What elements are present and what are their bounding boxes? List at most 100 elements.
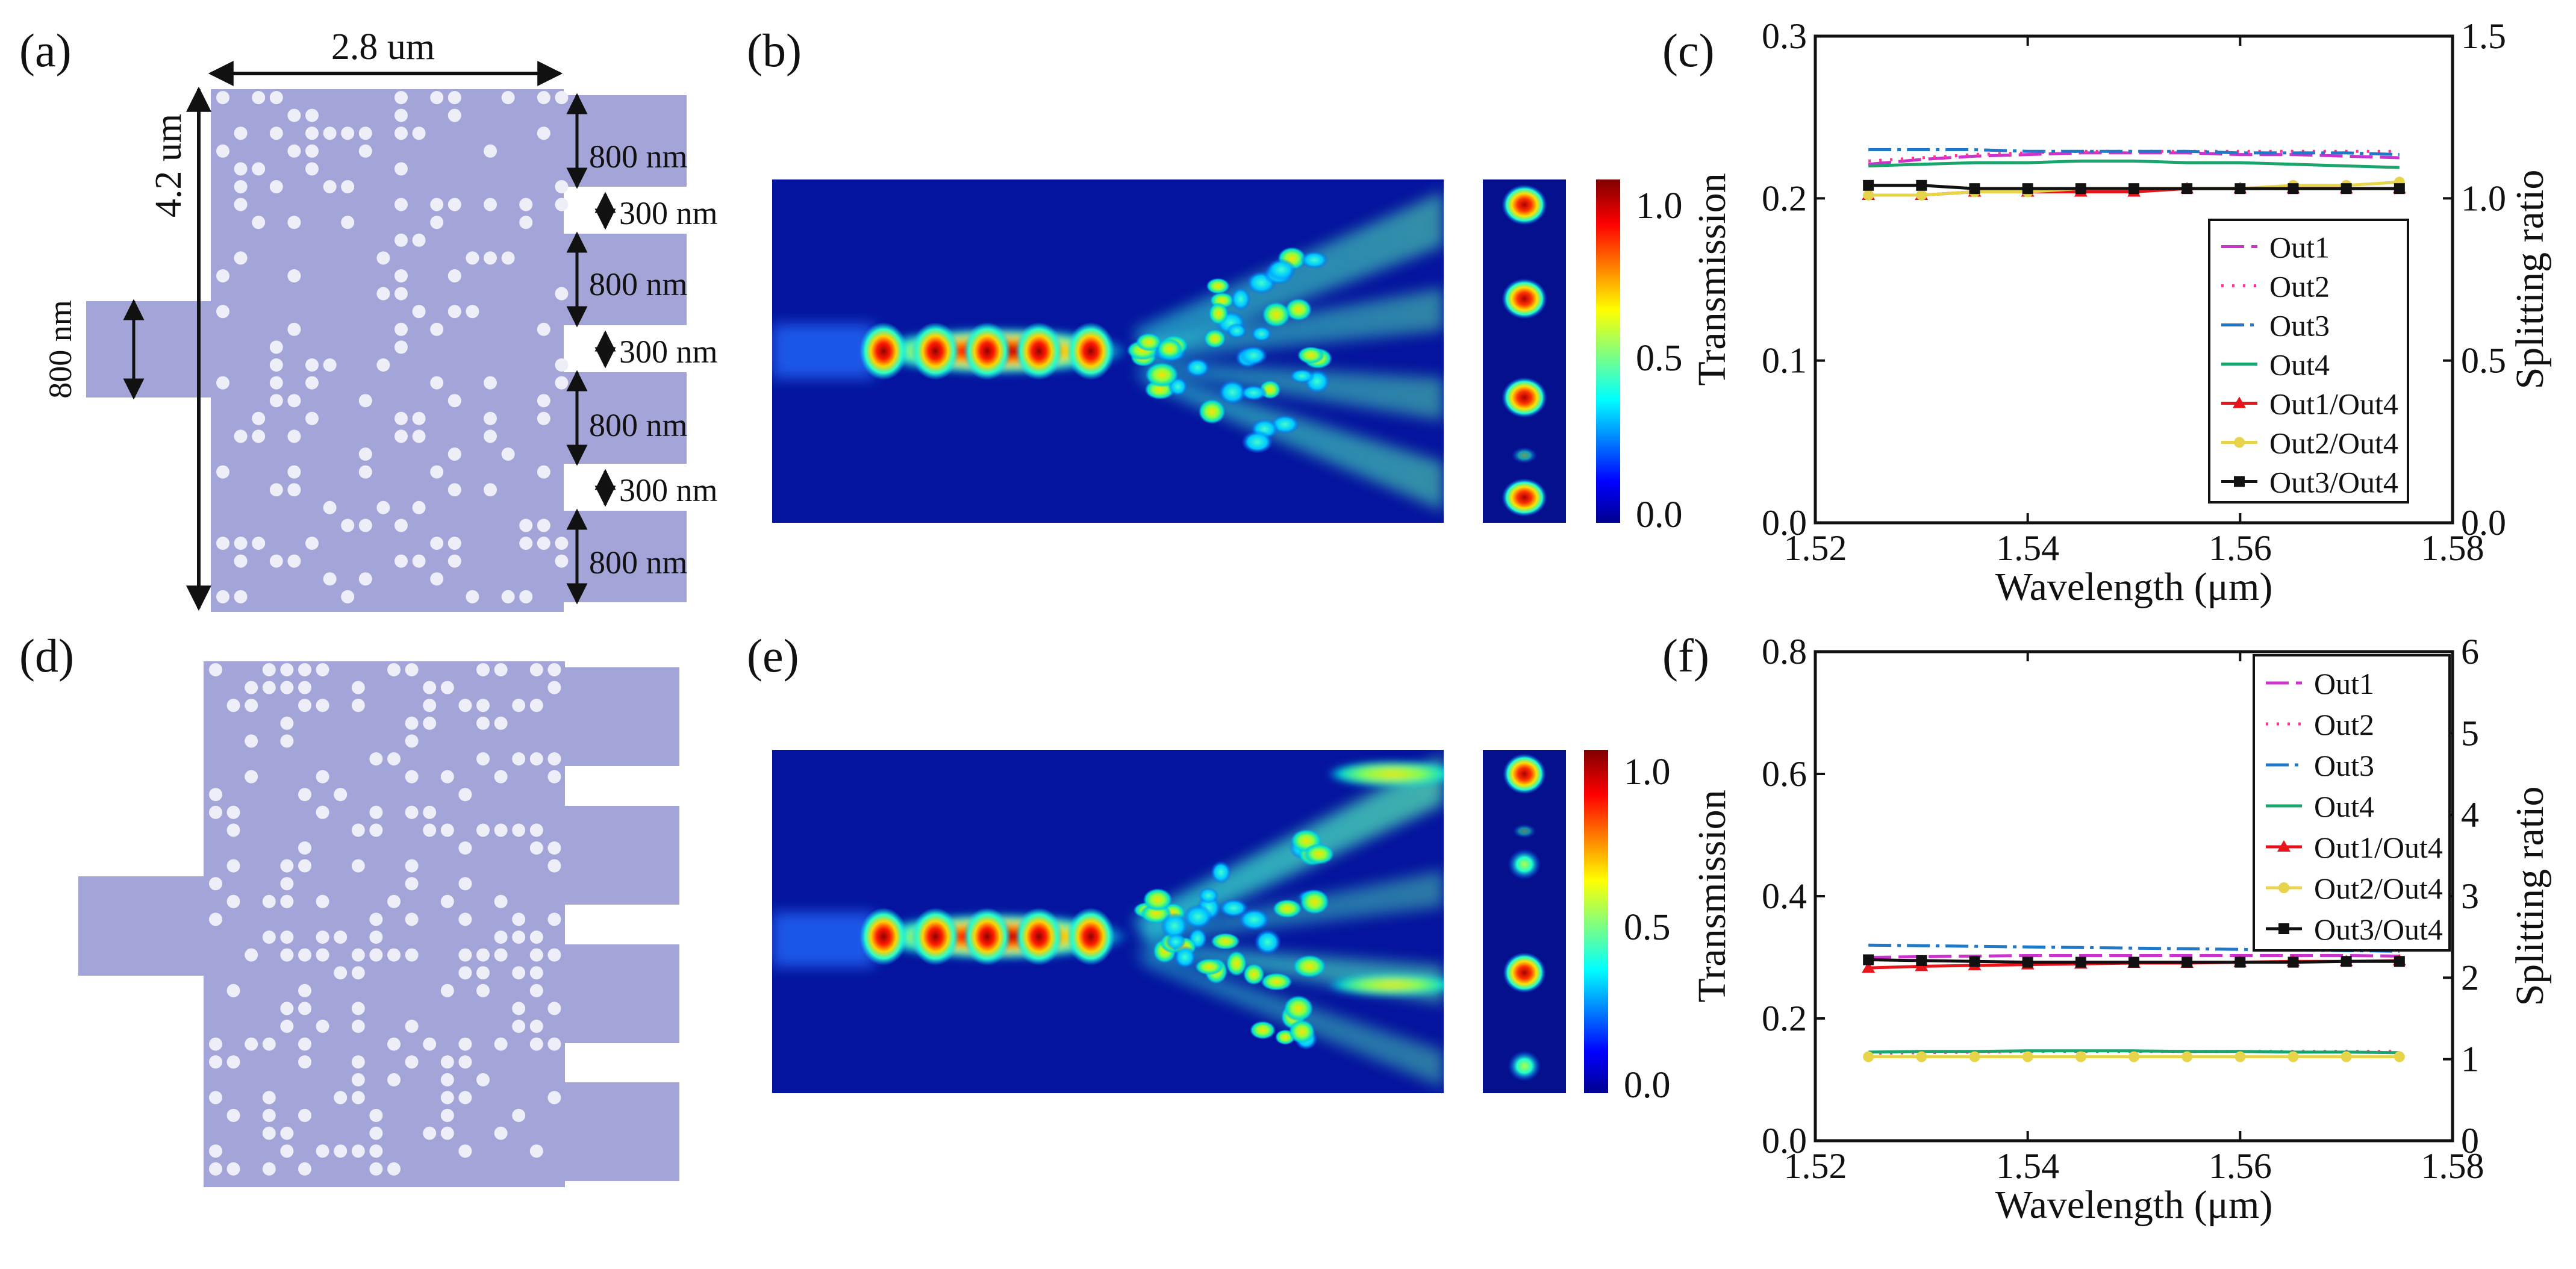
y2-tick-label: 0 — [2461, 1121, 2479, 1161]
etched-hole — [376, 500, 390, 514]
etched-hole — [334, 788, 348, 802]
colorbar-ticks-b: 1.0 0.5 0.0 — [1636, 186, 1683, 535]
etched-hole — [262, 1162, 276, 1176]
etched-hole — [405, 912, 419, 926]
field-speckle — [1183, 904, 1213, 929]
etched-hole — [448, 305, 461, 319]
field-lobe — [1067, 908, 1115, 965]
etched-hole — [280, 1126, 294, 1140]
etched-hole — [252, 91, 266, 104]
etched-hole — [298, 984, 311, 997]
x-tick-label: 1.58 — [2421, 1146, 2484, 1186]
etched-hole — [351, 699, 365, 712]
data-point-out3-out4 — [2341, 956, 2352, 967]
etched-hole — [280, 859, 294, 873]
etched-hole — [423, 823, 437, 837]
output-port-1 — [554, 667, 679, 766]
data-point-out2-out4 — [1863, 189, 1874, 201]
etched-hole — [555, 554, 569, 568]
svg-text:0.5: 0.5 — [1636, 338, 1683, 379]
etched-hole — [494, 716, 508, 730]
etched-hole — [387, 1162, 401, 1176]
etched-hole — [423, 716, 437, 730]
etched-hole — [512, 912, 526, 926]
etched-hole — [423, 699, 437, 712]
etched-hole — [234, 198, 248, 211]
etched-hole — [351, 1002, 365, 1015]
legend-marker — [2233, 396, 2246, 408]
etched-hole — [216, 144, 229, 158]
svg-text:300 nm: 300 nm — [619, 195, 718, 231]
etched-hole — [334, 966, 348, 980]
etched-hole — [555, 376, 569, 390]
field-speckle — [1238, 908, 1270, 931]
etched-hole — [529, 752, 543, 765]
data-point-out3-out4 — [2022, 183, 2033, 195]
etched-hole — [430, 322, 444, 336]
x-tick-label: 1.58 — [2421, 528, 2484, 568]
etched-hole — [287, 483, 301, 497]
etched-hole — [287, 465, 301, 479]
etched-hole — [440, 1126, 454, 1140]
etched-hole — [369, 1126, 383, 1140]
y-tick-label: 0.0 — [1762, 503, 1807, 543]
x-axis-label: Wavelength (μm) — [1995, 1183, 2273, 1227]
etched-hole — [466, 251, 479, 265]
data-point-out2-out4 — [1863, 1051, 1874, 1062]
etched-hole — [458, 1037, 472, 1051]
etched-hole — [262, 663, 276, 676]
etched-hole — [245, 699, 258, 712]
etched-hole — [298, 841, 311, 855]
etched-hole — [351, 966, 365, 980]
etched-hole — [387, 752, 401, 765]
field-map-e — [772, 750, 1444, 1093]
legend-marker — [2278, 923, 2289, 934]
y2-tick-label: 4 — [2461, 795, 2479, 835]
etched-hole — [529, 663, 543, 676]
y-tick-label: 0.4 — [1762, 876, 1807, 916]
etched-hole — [484, 144, 497, 158]
etched-hole — [358, 447, 372, 461]
etched-hole — [323, 572, 337, 586]
etched-hole — [216, 305, 229, 319]
etched-hole — [216, 590, 229, 603]
etched-hole — [316, 1020, 329, 1033]
etched-hole — [341, 590, 355, 603]
etched-hole — [280, 681, 294, 694]
etched-hole — [216, 537, 229, 550]
etched-hole — [494, 894, 508, 908]
etched-hole — [358, 465, 372, 479]
etched-hole — [351, 823, 365, 837]
legend-label: Out3 — [2269, 309, 2330, 343]
etched-hole — [405, 805, 419, 819]
etched-hole — [529, 1037, 543, 1051]
field-speckle — [1156, 338, 1183, 360]
data-point-out3-out4 — [2128, 183, 2139, 195]
data-point-out2-out4 — [1916, 189, 1927, 201]
etched-hole — [555, 358, 569, 372]
etched-hole — [369, 931, 383, 944]
etched-hole — [547, 1037, 561, 1051]
etched-hole — [555, 180, 569, 193]
etched-hole — [547, 841, 561, 855]
field-speckle — [1145, 362, 1179, 387]
etched-hole — [458, 877, 472, 891]
etched-hole — [519, 590, 533, 603]
field-speckle — [1226, 323, 1247, 339]
etched-hole — [405, 716, 419, 730]
etched-hole — [269, 126, 283, 140]
etched-hole — [234, 590, 248, 603]
etched-hole — [537, 322, 550, 336]
etched-hole — [269, 376, 283, 390]
etched-hole — [234, 180, 248, 193]
y2-tick-label: 1.5 — [2461, 16, 2506, 56]
etched-hole — [234, 162, 248, 176]
data-point-out2-out4 — [2128, 1051, 2139, 1062]
etched-hole — [537, 519, 550, 532]
data-point-out2-out4 — [1916, 1051, 1927, 1062]
legend-label: Out1/Out4 — [2314, 831, 2443, 864]
etched-hole — [476, 1073, 490, 1087]
colorbar-e — [1584, 750, 1608, 1093]
etched-hole — [440, 770, 454, 784]
etched-hole — [369, 1109, 383, 1122]
